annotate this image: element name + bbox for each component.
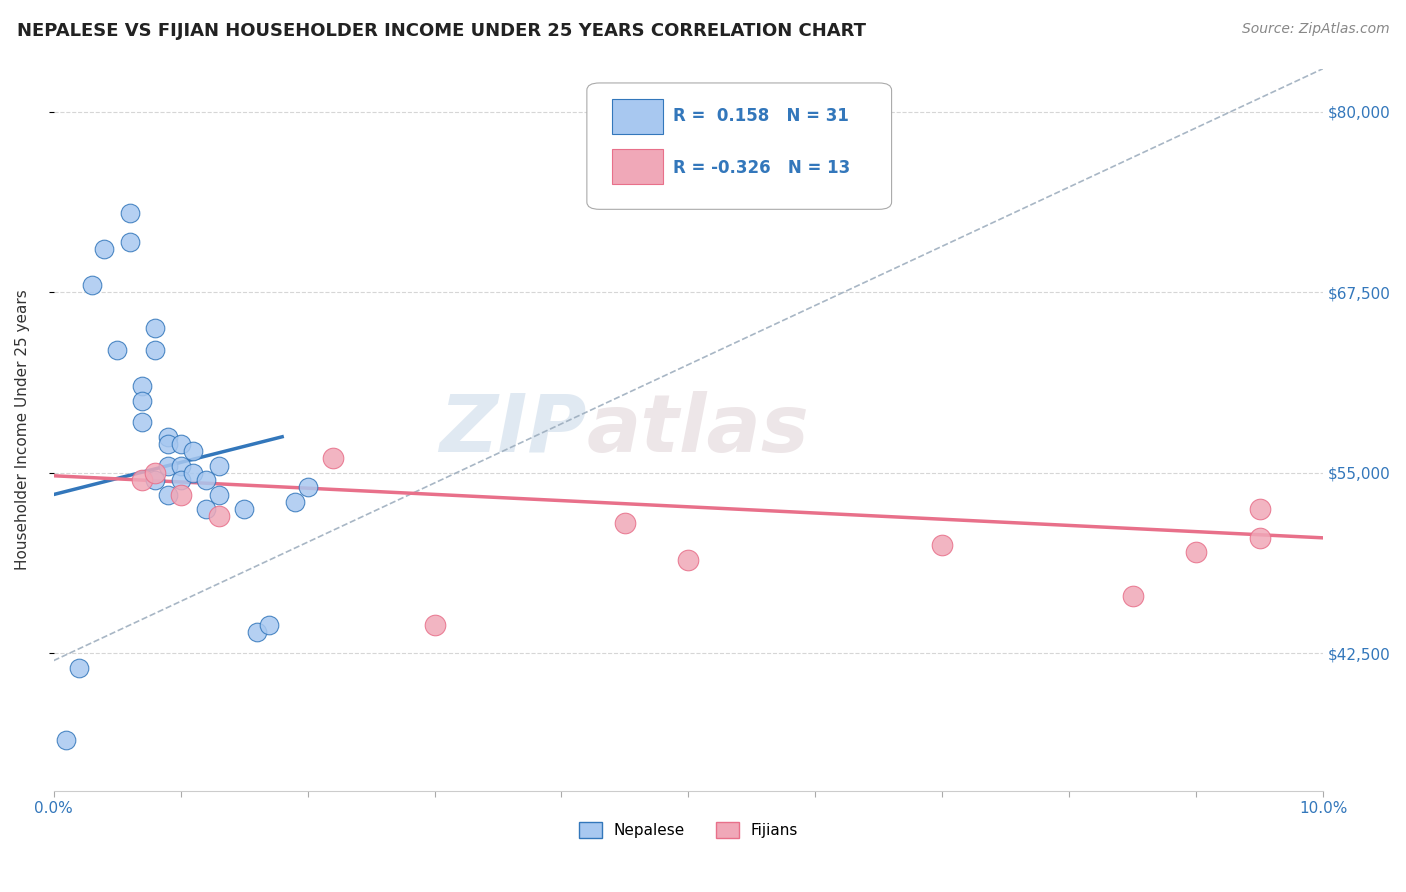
- Point: [1249, 531, 1271, 545]
- Point: [156, 458, 179, 473]
- Point: [297, 480, 319, 494]
- Point: [156, 487, 179, 501]
- Point: [194, 502, 217, 516]
- Point: [678, 552, 700, 566]
- Point: [208, 458, 231, 473]
- Point: [322, 451, 344, 466]
- Point: [208, 487, 231, 501]
- Point: [1122, 589, 1144, 603]
- Point: [169, 437, 191, 451]
- FancyBboxPatch shape: [612, 99, 664, 134]
- Text: R = -0.326   N = 13: R = -0.326 N = 13: [673, 159, 851, 178]
- Point: [131, 415, 153, 429]
- Point: [233, 502, 256, 516]
- Point: [131, 393, 153, 408]
- FancyBboxPatch shape: [586, 83, 891, 210]
- Point: [143, 466, 166, 480]
- FancyBboxPatch shape: [612, 149, 664, 184]
- Point: [156, 437, 179, 451]
- Point: [118, 235, 141, 249]
- Point: [246, 624, 269, 639]
- Point: [423, 617, 446, 632]
- Point: [156, 430, 179, 444]
- Y-axis label: Householder Income Under 25 years: Householder Income Under 25 years: [15, 289, 30, 570]
- Point: [169, 458, 191, 473]
- Point: [131, 379, 153, 393]
- Point: [259, 617, 281, 632]
- Text: R =  0.158   N = 31: R = 0.158 N = 31: [673, 107, 849, 125]
- Point: [181, 444, 204, 458]
- Point: [284, 495, 307, 509]
- Point: [143, 343, 166, 358]
- Point: [931, 538, 953, 552]
- Point: [143, 321, 166, 335]
- Point: [169, 473, 191, 487]
- Point: [169, 487, 191, 501]
- Text: ZIP: ZIP: [440, 391, 586, 468]
- Point: [1249, 502, 1271, 516]
- Point: [118, 206, 141, 220]
- Point: [93, 242, 115, 256]
- Text: atlas: atlas: [586, 391, 810, 468]
- Point: [131, 473, 153, 487]
- Point: [194, 473, 217, 487]
- Point: [67, 661, 90, 675]
- Point: [1185, 545, 1208, 559]
- Legend: Nepalese, Fijians: Nepalese, Fijians: [572, 816, 804, 845]
- Point: [208, 509, 231, 524]
- Text: NEPALESE VS FIJIAN HOUSEHOLDER INCOME UNDER 25 YEARS CORRELATION CHART: NEPALESE VS FIJIAN HOUSEHOLDER INCOME UN…: [17, 22, 866, 40]
- Point: [105, 343, 128, 358]
- Point: [80, 278, 103, 293]
- Point: [143, 473, 166, 487]
- Point: [55, 733, 77, 747]
- Point: [613, 516, 636, 531]
- Point: [181, 466, 204, 480]
- Text: Source: ZipAtlas.com: Source: ZipAtlas.com: [1241, 22, 1389, 37]
